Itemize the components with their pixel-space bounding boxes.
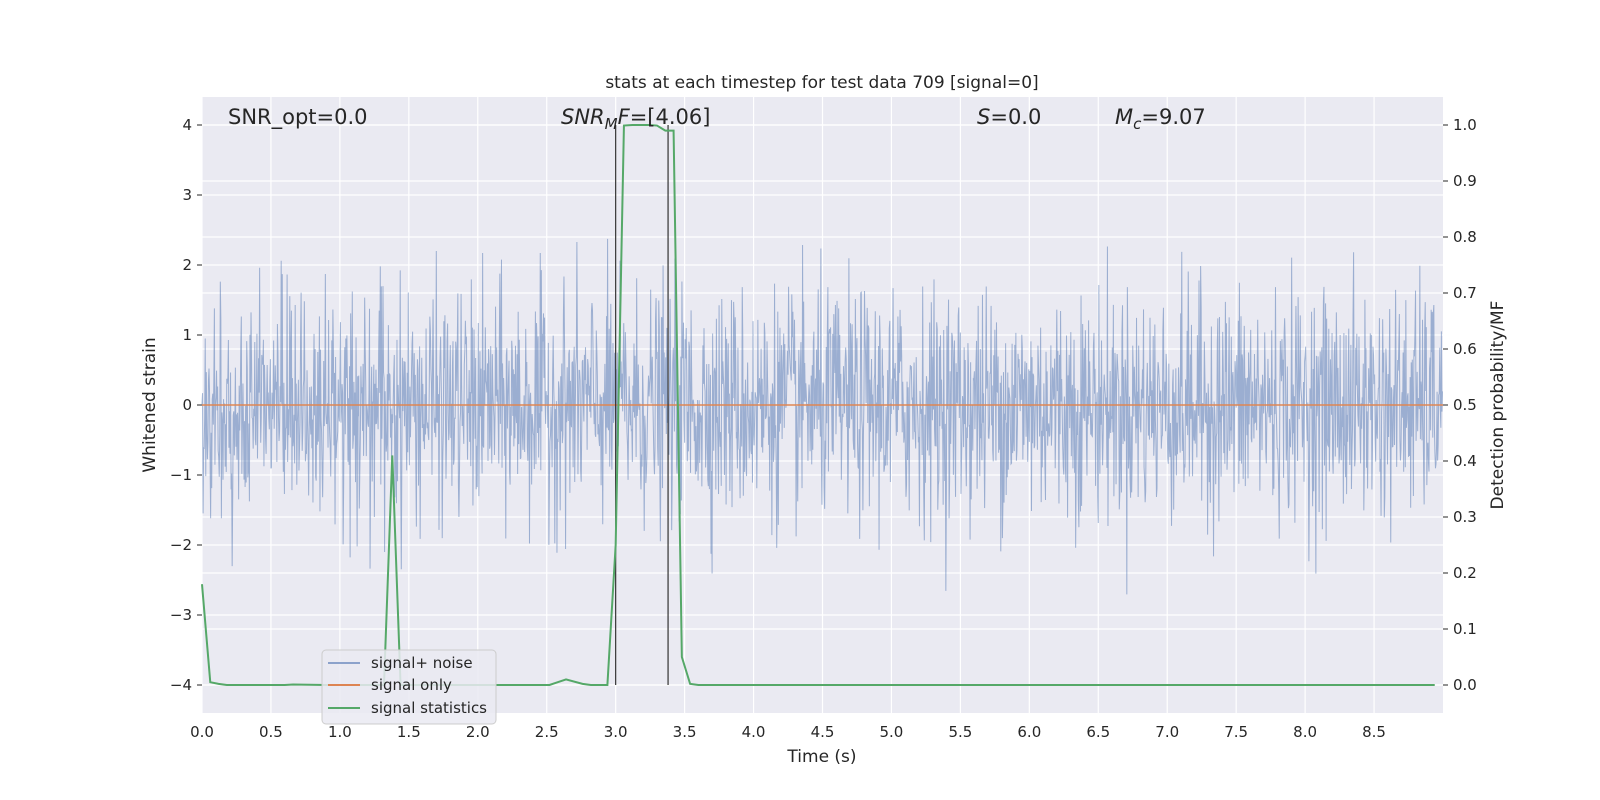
y-right-axis-ticks: 1.0 0.9 0.8 0.7 0.6 0.5 0.4 0.3 0.2 0.1 0.0 <box>1443 116 1477 694</box>
x-tick-label: 4.0 <box>742 723 766 741</box>
y-left-axis-label: Whitened strain <box>140 337 160 472</box>
y-left-tick-label: −2 <box>170 536 192 554</box>
x-axis-ticks: 0.0 0.5 1.0 1.5 2.0 2.5 3.0 3.5 4.0 4.5 5.0 5.5 6.0 6… <box>190 723 1386 741</box>
y-right-tick-label: 0.2 <box>1453 564 1477 582</box>
y-right-tick-label: 0.3 <box>1453 508 1477 526</box>
y-right-tick-label: 0.4 <box>1453 452 1477 470</box>
y-right-axis-label: Detection probability/MF <box>1488 301 1508 510</box>
x-tick-label: 8.0 <box>1293 723 1317 741</box>
snr-mf-value: =[4.06] <box>630 105 711 129</box>
x-tick-label: 1.5 <box>397 723 421 741</box>
x-tick-label: 0.5 <box>259 723 283 741</box>
y-left-tick-label: 0 <box>182 396 192 414</box>
vertical-markers <box>615 125 669 685</box>
y-left-axis-ticks: 4 3 2 1 0 −1 −2 −3 −4 <box>170 116 202 694</box>
y-left-tick-label: −1 <box>170 466 192 484</box>
x-tick-label: 6.5 <box>1086 723 1110 741</box>
x-tick-label: 1.0 <box>328 723 352 741</box>
annotation-snr-mf: SNRMF=[4.06] <box>561 105 710 133</box>
series-signal-plus-noise <box>201 238 1443 595</box>
x-tick-label: 7.5 <box>1224 723 1248 741</box>
y-left-tick-label: 1 <box>182 326 192 344</box>
x-tick-label: 5.0 <box>880 723 904 741</box>
y-right-tick-label: 0.8 <box>1453 228 1477 246</box>
y-left-tick-label: 2 <box>182 256 192 274</box>
legend: signal+ noise signal only signal statist… <box>321 649 497 725</box>
mc-sub: c <box>1133 115 1142 133</box>
x-tick-label: 2.5 <box>535 723 559 741</box>
legend-label-signal-only: signal only <box>371 676 452 694</box>
mc-value: =9.07 <box>1141 105 1205 129</box>
x-tick-label: 0.0 <box>190 723 214 741</box>
chart-title: stats at each timestep for test data 709… <box>605 73 1038 93</box>
y-right-tick-label: 0.9 <box>1453 172 1477 190</box>
x-tick-label: 3.5 <box>673 723 697 741</box>
y-left-tick-label: −3 <box>170 606 192 624</box>
y-left-tick-label: −4 <box>170 676 192 694</box>
signal-statistics-line <box>201 124 1435 686</box>
snr-mf-symbol: SNR <box>561 105 605 129</box>
annotation-mc: Mc=9.07 <box>1115 105 1206 133</box>
s-symbol: S <box>977 105 990 129</box>
series-signal-statistics <box>201 124 1435 686</box>
x-tick-label: 8.5 <box>1362 723 1386 741</box>
y-left-tick-label: 3 <box>182 186 192 204</box>
snr-mf-sub: M <box>605 115 618 133</box>
y-right-tick-label: 1.0 <box>1453 116 1477 134</box>
x-axis-label: Time (s) <box>786 747 856 767</box>
legend-box <box>321 649 497 725</box>
y-right-tick-label: 0.0 <box>1453 676 1477 694</box>
x-tick-label: 2.0 <box>466 723 490 741</box>
x-tick-label: 6.0 <box>1017 723 1041 741</box>
y-right-tick-label: 0.7 <box>1453 284 1477 302</box>
legend-label-signal-statistics: signal statistics <box>371 699 487 717</box>
annotation-s: S=0.0 <box>977 105 1041 129</box>
x-tick-label: 7.0 <box>1155 723 1179 741</box>
y-right-tick-label: 0.1 <box>1453 620 1477 638</box>
s-value: =0.0 <box>990 105 1041 129</box>
x-tick-label: 3.0 <box>604 723 628 741</box>
noise-trace <box>201 238 1443 595</box>
x-tick-label: 5.5 <box>948 723 972 741</box>
legend-label-signal-plus-noise: signal+ noise <box>371 654 473 672</box>
mc-symbol: M <box>1115 105 1133 129</box>
snr-mf-tail: F <box>618 105 631 129</box>
y-right-tick-label: 0.6 <box>1453 340 1477 358</box>
y-left-tick-label: 4 <box>182 116 192 134</box>
annotation-snr-opt: SNR_opt=0.0 <box>228 105 368 130</box>
x-tick-label: 4.5 <box>811 723 835 741</box>
y-right-tick-label: 0.5 <box>1453 396 1477 414</box>
